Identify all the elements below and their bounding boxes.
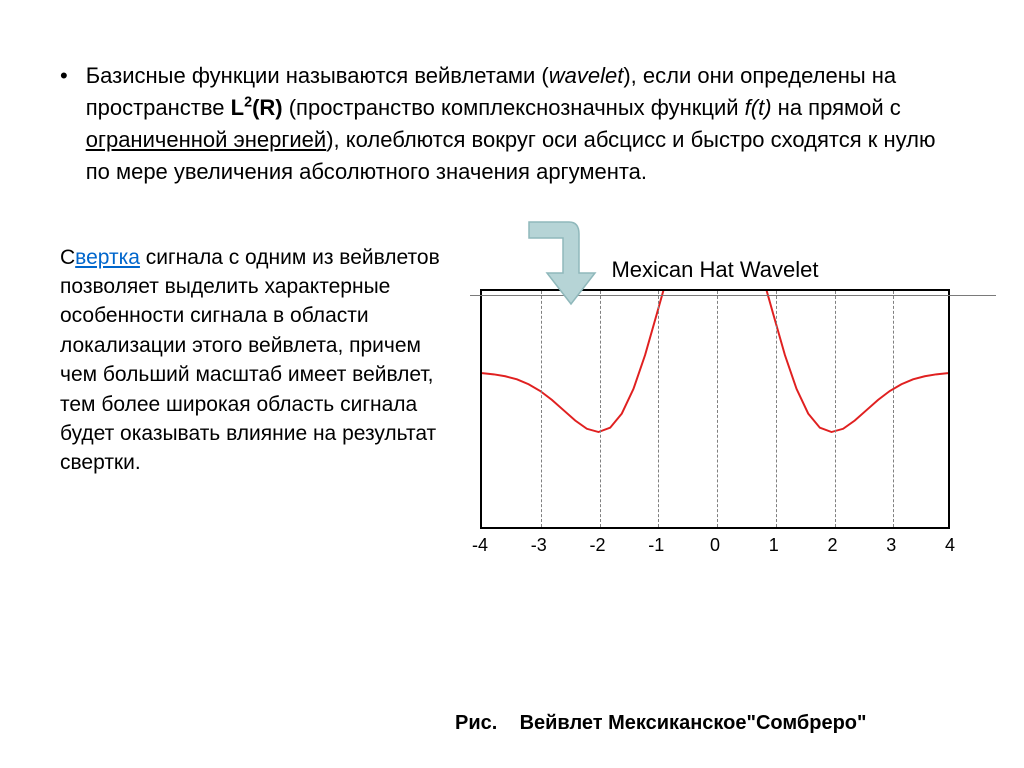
bullet-marker: • (60, 60, 68, 92)
wavelet-curve (482, 291, 948, 527)
bullet-paragraph: • Базисные функции называются вейвлетами… (60, 60, 964, 188)
chart-plot-area (480, 289, 950, 529)
chart-x-axis-labels: -4-3-2-101234 (480, 535, 950, 557)
convolution-link[interactable]: вертка (75, 246, 140, 269)
definition-paragraph: Базисные функции называются вейвлетами (… (86, 60, 964, 188)
figure-caption: Рис. Вейвлет Мексиканское"Сомбреро" (455, 712, 867, 735)
arrow-icon (525, 218, 605, 308)
convolution-paragraph: Свертка сигнала с одним из вейвлетов поз… (60, 243, 460, 478)
